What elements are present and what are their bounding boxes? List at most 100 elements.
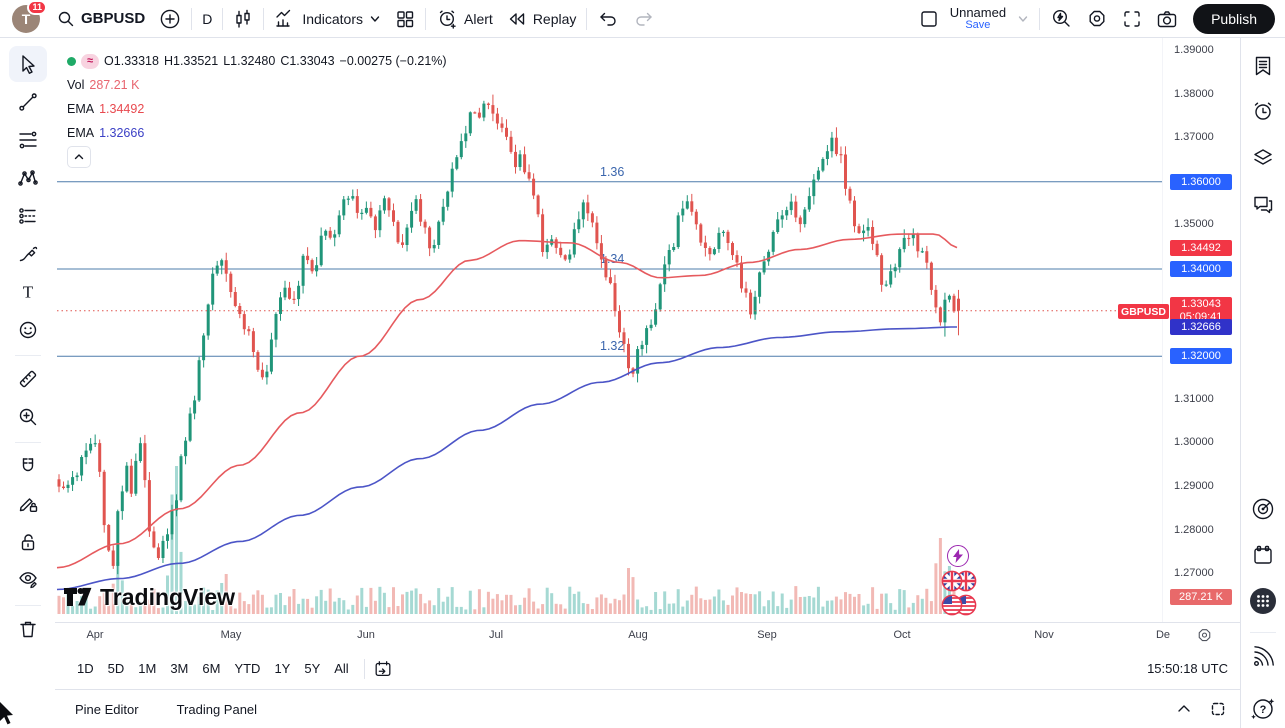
high-value: H1.33521	[163, 54, 219, 68]
indicators-button[interactable]: Indicators	[267, 4, 388, 34]
range-button-YTD[interactable]: YTD	[234, 661, 261, 676]
ema-fast-legend-row[interactable]: EMA 1.34492	[67, 98, 452, 120]
lightning-event-icon[interactable]	[947, 545, 969, 567]
price-tick: 1.30000	[1174, 436, 1214, 448]
apps-menu-button[interactable]	[1246, 584, 1280, 618]
chevron-up-icon	[74, 154, 84, 160]
price-label-badge: 1.34492	[1170, 240, 1232, 256]
layers-icon	[1254, 149, 1272, 165]
zoom-in-tool-button[interactable]	[9, 399, 47, 435]
publish-button[interactable]: Publish	[1193, 3, 1275, 34]
screenshot-button[interactable]	[1149, 4, 1185, 34]
expand-panel-chevron-icon[interactable]	[1176, 701, 1192, 717]
price-tick: 1.28000	[1174, 524, 1214, 536]
pine-editor-tab[interactable]: Pine Editor	[75, 701, 139, 717]
time-axis-month: De	[1155, 629, 1171, 641]
quick-search-button[interactable]	[1043, 4, 1079, 34]
compare-add-symbol-button[interactable]	[152, 4, 188, 34]
emoji-tool-button[interactable]	[9, 312, 47, 348]
alert-clock-icon	[439, 10, 456, 29]
price-tick: 1.29000	[1174, 480, 1214, 492]
hide-drawings-button[interactable]	[9, 562, 47, 598]
symbol-legend-row[interactable]: ≈ O1.33318 H1.33521 L1.32480 C1.33043 −0.002…	[67, 50, 452, 72]
camera-icon	[1157, 10, 1177, 27]
grid-layout-icon	[397, 10, 414, 27]
plus-circle-icon	[160, 9, 180, 28]
symbol-search-button[interactable]: GBPUSD	[50, 4, 152, 34]
trend-line-tool-button[interactable]	[9, 84, 47, 120]
session-clock[interactable]: 15:50:18 UTC	[1147, 661, 1228, 676]
uk-economic-events-icon[interactable]	[941, 569, 981, 598]
layout-dropdown-button[interactable]	[1010, 4, 1036, 34]
remove-drawings-button[interactable]	[9, 611, 47, 647]
svg-text:1.36: 1.36	[600, 165, 624, 179]
delayed-data-badge[interactable]: ≈	[81, 53, 100, 69]
range-button-5D[interactable]: 5D	[107, 661, 125, 676]
pattern-tool-button[interactable]	[9, 160, 47, 196]
candlestick-chart[interactable]: 1.36 1.34 1.32	[55, 38, 1162, 622]
redo-button[interactable]	[626, 4, 662, 34]
range-button-All[interactable]: All	[334, 661, 349, 676]
price-label-badge: 1.32000	[1170, 348, 1232, 364]
range-button-5Y[interactable]: 5Y	[304, 661, 321, 676]
time-axis-month: Jul	[488, 629, 504, 641]
fib-retracement-tool-button[interactable]	[9, 122, 47, 158]
lock-drawings-button[interactable]	[9, 524, 47, 560]
range-button-1D[interactable]: 1D	[77, 661, 94, 676]
ema-slow-value: 1.32666	[99, 126, 145, 140]
time-axis[interactable]: Apr May Jun Jul Aug Sep Oct Nov De	[55, 622, 1240, 648]
price-tick: 1.31000	[1174, 393, 1214, 405]
brush-tool-button[interactable]	[9, 236, 47, 272]
magnet-mode-button[interactable]	[9, 448, 47, 484]
fullscreen-button[interactable]	[1115, 4, 1149, 34]
chart-style-button[interactable]	[226, 4, 260, 34]
settings-button[interactable]	[1079, 4, 1115, 34]
range-button-1M[interactable]: 1M	[138, 661, 157, 676]
right-sidebar: ?	[1240, 38, 1285, 728]
indicators-label: Indicators	[302, 10, 364, 27]
legend-collapse-button[interactable]	[67, 146, 91, 168]
grid-layout-button[interactable]	[388, 4, 422, 34]
watchlist-button[interactable]	[1246, 49, 1280, 83]
text-tool-button[interactable]: T	[9, 274, 47, 310]
smiley-icon	[19, 321, 36, 339]
price-axis[interactable]: 1.33043 05:09:41 1.39000 1.38000 1.37000 1.…	[1162, 38, 1240, 622]
eye-icon	[18, 572, 37, 589]
calendar-button[interactable]	[1246, 538, 1280, 572]
range-button-6M[interactable]: 6M	[202, 661, 221, 676]
axis-settings-gear-icon[interactable]	[1196, 627, 1213, 644]
price-label-badge: 1.32666	[1170, 319, 1232, 335]
trading-panel-tab[interactable]: Trading Panel	[176, 701, 258, 717]
undo-button[interactable]	[590, 4, 626, 34]
redo-icon	[636, 12, 653, 26]
chat-button[interactable]	[1246, 187, 1280, 221]
layout-name-button[interactable]: Unnamed Save	[946, 6, 1010, 31]
alerts-panel-button[interactable]	[1246, 94, 1280, 128]
screener-button[interactable]	[1246, 492, 1280, 526]
range-button-1Y[interactable]: 1Y	[274, 661, 291, 676]
streams-button[interactable]	[1246, 640, 1280, 674]
range-button-3M[interactable]: 3M	[170, 661, 189, 676]
forecast-tool-button[interactable]	[9, 198, 47, 234]
volume-legend-row[interactable]: Vol 287.21 K	[67, 74, 452, 96]
help-button[interactable]: ?	[1246, 692, 1280, 726]
measure-tool-button[interactable]	[9, 361, 47, 397]
drawing-sync-button[interactable]	[9, 486, 47, 522]
timeframe-button[interactable]: D	[195, 4, 219, 34]
user-menu-button[interactable]: T 11	[12, 0, 47, 33]
cursor-tool-button[interactable]	[8, 46, 47, 82]
replay-button[interactable]: Replay	[500, 4, 584, 34]
time-axis-month: Oct	[893, 629, 911, 641]
layout-manager-button[interactable]	[912, 4, 946, 34]
us-economic-events-icon[interactable]	[941, 593, 981, 622]
price-tick: 1.38000	[1174, 88, 1214, 100]
forecast-icon	[18, 208, 36, 224]
alert-button[interactable]: Alert	[429, 4, 500, 34]
ema-slow-legend-row[interactable]: EMA 1.32666	[67, 122, 452, 144]
save-link[interactable]: Save	[965, 18, 991, 31]
price-label-badge: 1.34000	[1170, 261, 1232, 277]
trend-line-icon	[18, 93, 37, 111]
go-to-date-icon[interactable]	[373, 659, 393, 679]
object-tree-button[interactable]	[1246, 140, 1280, 174]
maximize-panel-icon[interactable]	[1210, 701, 1226, 717]
